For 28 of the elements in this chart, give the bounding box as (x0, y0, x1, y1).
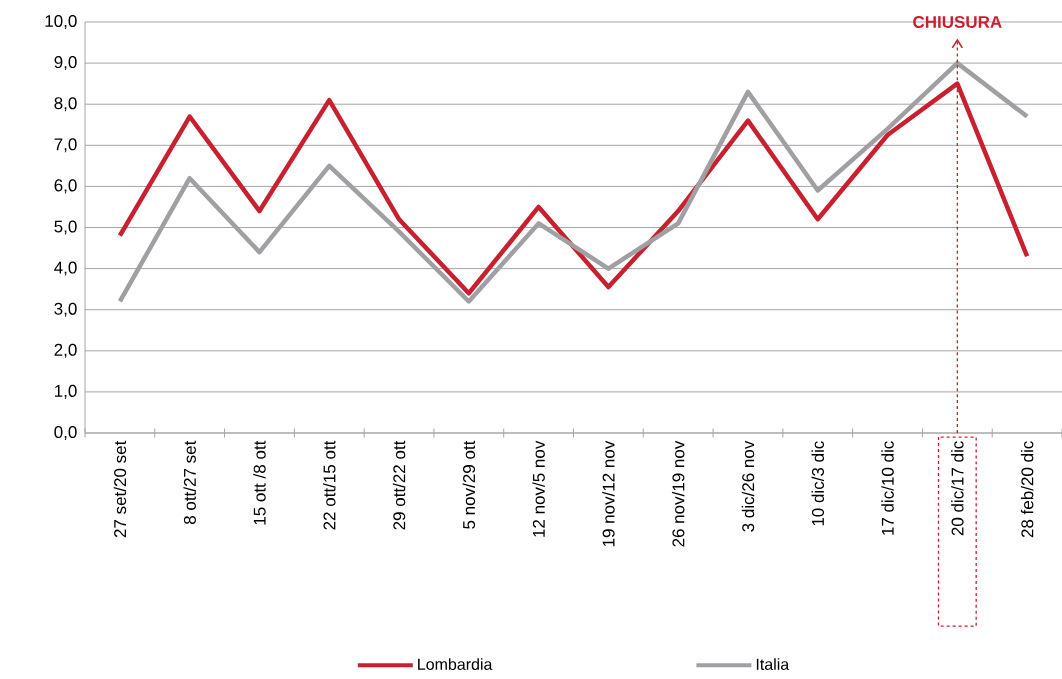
x-tick-label: 15 ott /8 ott (253, 440, 266, 525)
y-tick-label: 8,0 (54, 97, 77, 112)
x-tick-label: 29 ott/22 ott (392, 440, 406, 530)
x-tick-label: 5 nov/29 ott (462, 440, 476, 529)
y-tick-label: 5,0 (54, 220, 77, 235)
legend-label: Italia (756, 658, 790, 670)
y-tick-label: 7,0 (54, 138, 77, 153)
x-tick-label: 22 ott/15 ott (323, 440, 336, 530)
x-tick-label: 3 dic/26 nov (741, 440, 755, 532)
x-tick-label: 28 feb/20 dic (1020, 441, 1034, 538)
y-tick-label: 9,0 (54, 56, 77, 71)
y-tick-label: 3,0 (54, 302, 77, 317)
ref-line-label: CHIUSURA (913, 15, 1002, 29)
x-tick-label: 17 dic/10 dic (881, 441, 894, 535)
x-tick-label: 19 nov/12 nov (602, 440, 615, 547)
x-tick-label: 12 nov/5 nov (532, 440, 545, 537)
y-tick-label: 4,0 (54, 261, 77, 276)
x-tick-label: 26 nov/19 nov (671, 440, 685, 547)
y-tick-label: 10,0 (45, 14, 77, 30)
x-tick-label: 20 dic/17 dic (951, 441, 964, 536)
x-tick-label: 10 dic/3 dic (811, 441, 825, 526)
y-tick-label: 1,0 (55, 384, 77, 399)
legend-label: Lombardia (418, 658, 493, 670)
y-tick-label: 6,0 (54, 179, 77, 194)
x-tick-label: 27 set/20 set (113, 440, 127, 538)
x-tick-label: 8 ott/27 set (183, 440, 196, 525)
y-tick-label: 0,0 (54, 425, 77, 441)
y-tick-label: 2,0 (54, 343, 77, 358)
